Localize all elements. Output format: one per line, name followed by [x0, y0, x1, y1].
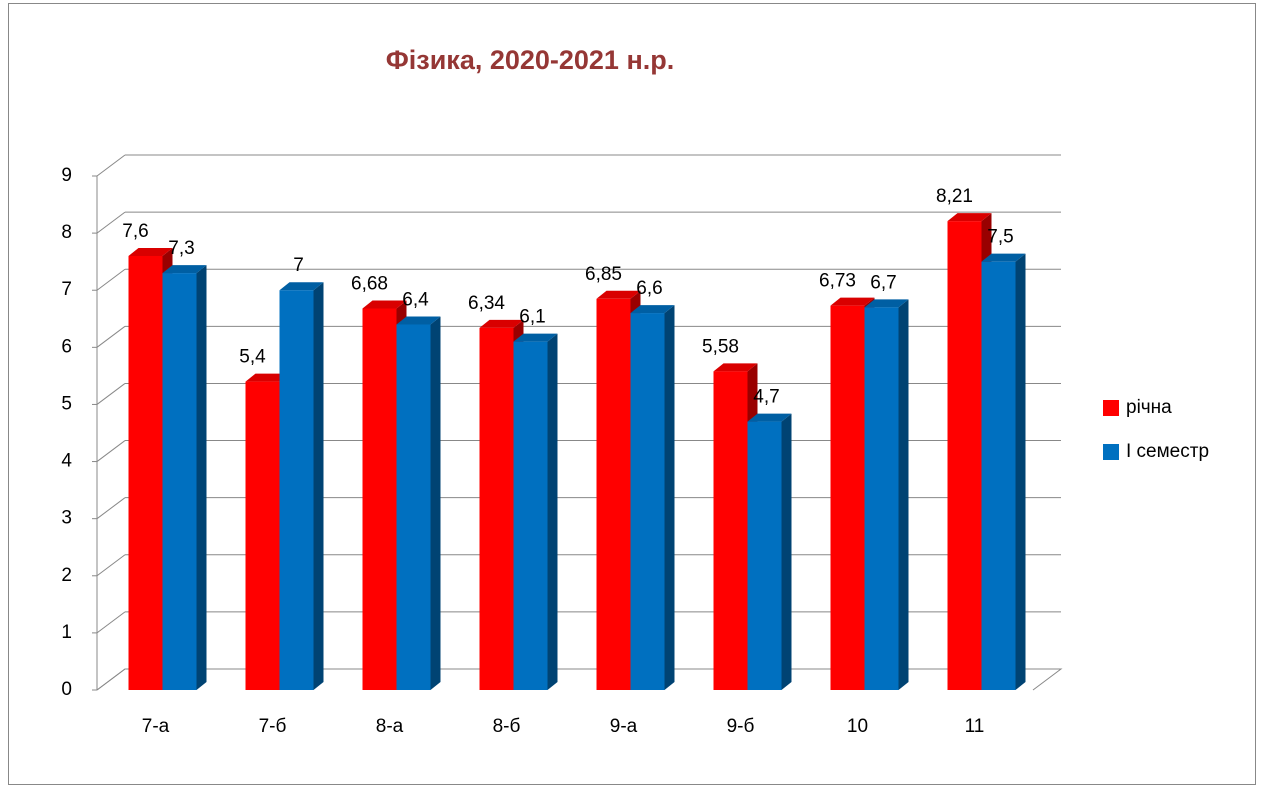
- bar: [162, 273, 197, 690]
- y-tick-label: 4: [61, 451, 72, 472]
- bar-side: [898, 299, 909, 690]
- x-tick-label: 9-а: [610, 716, 638, 737]
- bar-top: [279, 282, 324, 291]
- x-tick-label: 10: [847, 716, 868, 737]
- bar-side: [1015, 253, 1026, 690]
- y-tick-label: 5: [61, 393, 72, 414]
- data-label: 6,68: [351, 274, 388, 295]
- bar: [981, 261, 1016, 690]
- grid-line: [96, 383, 126, 405]
- bar: [362, 308, 397, 690]
- data-label: 6,1: [519, 307, 545, 328]
- grid-line: [96, 554, 126, 577]
- bar-top: [747, 413, 792, 422]
- grid-line: [96, 211, 126, 234]
- x-tick-label: 7-б: [259, 716, 287, 737]
- bar-top: [479, 319, 524, 328]
- grid-line: [96, 440, 126, 462]
- legend-swatch: [1103, 444, 1119, 460]
- chart-title: Фізика, 2020-2021 н.р.: [386, 45, 675, 75]
- bar-top: [713, 363, 758, 372]
- bar-top: [630, 305, 675, 314]
- data-label: 6,4: [402, 290, 429, 311]
- bar-top: [830, 297, 875, 306]
- bar-top: [596, 290, 641, 299]
- y-tick-label: 7: [61, 279, 72, 300]
- grid-line: [96, 668, 126, 691]
- data-label: 7: [293, 255, 304, 276]
- bar-top: [162, 265, 207, 274]
- data-label: 5,4: [239, 347, 266, 368]
- data-label: 7,6: [122, 221, 148, 242]
- legend-label: І семестр: [1126, 441, 1209, 462]
- data-label: 7,5: [987, 227, 1013, 248]
- bar: [713, 371, 748, 690]
- y-tick-label: 8: [61, 222, 72, 243]
- bar: [279, 290, 314, 690]
- bar-top: [864, 299, 909, 308]
- bar-top: [396, 316, 441, 325]
- y-tick-label: 1: [61, 622, 72, 643]
- data-label: 7,3: [168, 238, 194, 259]
- data-label: 6,34: [468, 293, 505, 314]
- data-label: 4,7: [753, 387, 779, 408]
- legend-label: річна: [1126, 397, 1172, 418]
- bar: [513, 341, 548, 690]
- bar-top: [947, 213, 992, 222]
- bar-side: [196, 265, 207, 690]
- bar-side: [664, 305, 675, 690]
- x-tick-label: 8-б: [493, 716, 521, 737]
- data-label: 6,7: [870, 272, 896, 293]
- bar-top: [513, 333, 558, 342]
- grid-line: [96, 497, 126, 520]
- bar-top: [981, 253, 1026, 262]
- bar: [245, 381, 280, 690]
- bar-side: [547, 333, 558, 690]
- x-tick-label: 7-а: [142, 716, 170, 737]
- bar: [396, 324, 431, 690]
- x-tick-label: 11: [965, 716, 985, 737]
- bar-top: [128, 247, 173, 256]
- y-tick-label: 9: [61, 165, 72, 186]
- data-label: 8,21: [936, 186, 973, 207]
- bar: [128, 255, 163, 690]
- x-tick-label: 9-б: [727, 716, 755, 737]
- y-tick-label: 2: [61, 565, 72, 586]
- bar-top: [362, 300, 407, 309]
- grid-line: [96, 325, 126, 348]
- bar-side: [430, 316, 441, 690]
- data-label: 6,85: [585, 264, 622, 285]
- legend-swatch: [1103, 400, 1119, 416]
- bar: [830, 305, 865, 690]
- bar-side: [313, 282, 324, 690]
- y-tick-label: 3: [61, 508, 72, 529]
- bar-top: [245, 373, 290, 382]
- bar: [947, 221, 982, 690]
- data-label: 6,6: [636, 278, 662, 299]
- grid-line: [96, 268, 126, 291]
- bar: [630, 313, 665, 690]
- bar: [747, 421, 782, 690]
- bar: [596, 298, 631, 690]
- x-tick-label: 8-а: [376, 716, 404, 737]
- bar-side: [781, 413, 792, 690]
- bar: [479, 327, 514, 690]
- y-tick-label: 0: [61, 679, 72, 700]
- bar: [864, 307, 899, 690]
- grid-line: [96, 611, 126, 634]
- data-label: 5,58: [702, 336, 739, 357]
- y-tick-label: 6: [61, 336, 72, 357]
- data-label: 6,73: [819, 271, 856, 292]
- grid-line: [96, 154, 126, 177]
